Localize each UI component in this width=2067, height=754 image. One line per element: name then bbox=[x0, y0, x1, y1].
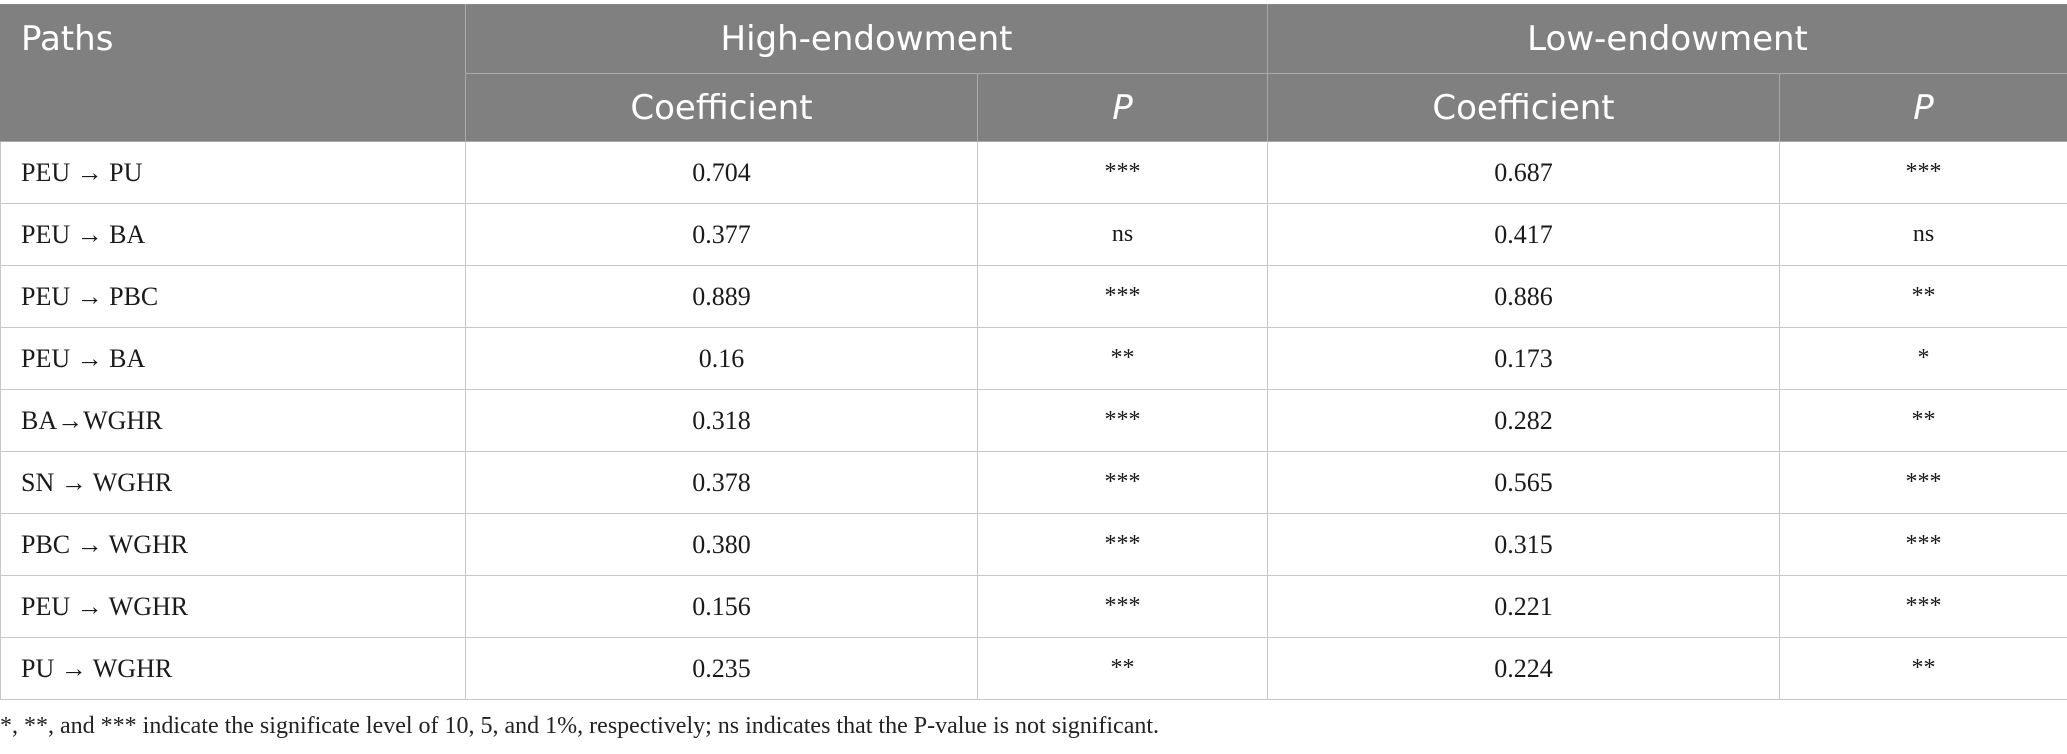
header-row-subcolumns: Coefficient P Coefficient P bbox=[1, 73, 2067, 142]
high-coefficient-cell: 0.156 bbox=[465, 575, 978, 638]
low-p-cell: *** bbox=[1779, 513, 2067, 576]
column-header-high-p: P bbox=[977, 73, 1268, 142]
high-coefficient-cell: 0.378 bbox=[465, 451, 978, 514]
path-cell: PEU → PU bbox=[0, 141, 466, 204]
table-row: PEU → WGHR 0.156 *** 0.221 *** bbox=[0, 575, 2067, 638]
high-p-cell: *** bbox=[977, 141, 1268, 204]
high-p-cell: ** bbox=[977, 637, 1268, 700]
column-header-low-p: P bbox=[1779, 73, 2067, 142]
column-group-high-endowment: High-endowment bbox=[465, 4, 1268, 74]
table-row: PEU → BA 0.377 ns 0.417 ns bbox=[0, 203, 2067, 266]
high-p-cell: *** bbox=[977, 389, 1268, 452]
high-p-cell: *** bbox=[977, 265, 1268, 328]
table-header: Paths High-endowment Low-endowment Coeff… bbox=[0, 4, 2067, 142]
table-row: PU → WGHR 0.235 ** 0.224 ** bbox=[0, 637, 2067, 700]
table-footnote: *, **, and *** indicate the significate … bbox=[0, 713, 1160, 739]
high-coefficient-cell: 0.889 bbox=[465, 265, 978, 328]
low-coefficient-cell: 0.565 bbox=[1267, 451, 1780, 514]
low-p-cell: *** bbox=[1779, 451, 2067, 514]
results-table-container: Paths High-endowment Low-endowment Coeff… bbox=[0, 4, 2067, 700]
low-coefficient-cell: 0.417 bbox=[1267, 203, 1780, 266]
results-table: Paths High-endowment Low-endowment Coeff… bbox=[0, 4, 2067, 700]
high-p-cell: *** bbox=[977, 451, 1268, 514]
low-p-cell: ** bbox=[1779, 389, 2067, 452]
column-group-low-endowment: Low-endowment bbox=[1267, 4, 2067, 74]
path-cell: SN → WGHR bbox=[0, 451, 466, 514]
table-row: PEU → PU 0.704 *** 0.687 *** bbox=[0, 141, 2067, 204]
path-cell: PEU → WGHR bbox=[0, 575, 466, 638]
path-cell: PEU → BA bbox=[0, 203, 466, 266]
low-coefficient-cell: 0.687 bbox=[1267, 141, 1780, 204]
column-header-low-coefficient: Coefficient bbox=[1267, 73, 1780, 142]
low-p-cell: ns bbox=[1779, 203, 2067, 266]
table-row: PEU → BA 0.16 ** 0.173 * bbox=[0, 327, 2067, 390]
table-row: PBC → WGHR 0.380 *** 0.315 *** bbox=[0, 513, 2067, 576]
low-coefficient-cell: 0.173 bbox=[1267, 327, 1780, 390]
path-cell: PBC → WGHR bbox=[0, 513, 466, 576]
high-coefficient-cell: 0.16 bbox=[465, 327, 978, 390]
high-coefficient-cell: 0.377 bbox=[465, 203, 978, 266]
high-coefficient-cell: 0.235 bbox=[465, 637, 978, 700]
column-header-paths: Paths bbox=[0, 4, 466, 142]
column-header-high-coefficient: Coefficient bbox=[465, 73, 978, 142]
low-p-cell: *** bbox=[1779, 141, 2067, 204]
low-coefficient-cell: 0.886 bbox=[1267, 265, 1780, 328]
low-p-cell: ** bbox=[1779, 265, 2067, 328]
low-p-cell: *** bbox=[1779, 575, 2067, 638]
high-p-cell: ns bbox=[977, 203, 1268, 266]
high-p-cell: *** bbox=[977, 513, 1268, 576]
low-p-cell: ** bbox=[1779, 637, 2067, 700]
low-coefficient-cell: 0.221 bbox=[1267, 575, 1780, 638]
low-coefficient-cell: 0.282 bbox=[1267, 389, 1780, 452]
low-coefficient-cell: 0.224 bbox=[1267, 637, 1780, 700]
table-row: BA→WGHR 0.318 *** 0.282 ** bbox=[0, 389, 2067, 452]
high-coefficient-cell: 0.318 bbox=[465, 389, 978, 452]
table-body: PEU → PU 0.704 *** 0.687 *** PEU → BA 0.… bbox=[0, 141, 2067, 700]
path-cell: PEU → PBC bbox=[0, 265, 466, 328]
table-row: PEU → PBC 0.889 *** 0.886 ** bbox=[0, 265, 2067, 328]
path-cell: PEU → BA bbox=[0, 327, 466, 390]
table-row: SN → WGHR 0.378 *** 0.565 *** bbox=[0, 451, 2067, 514]
high-p-cell: ** bbox=[977, 327, 1268, 390]
high-p-cell: *** bbox=[977, 575, 1268, 638]
path-cell: PU → WGHR bbox=[0, 637, 466, 700]
low-coefficient-cell: 0.315 bbox=[1267, 513, 1780, 576]
low-p-cell: * bbox=[1779, 327, 2067, 390]
high-coefficient-cell: 0.380 bbox=[465, 513, 978, 576]
header-row-groups: Paths High-endowment Low-endowment bbox=[0, 4, 2067, 142]
high-coefficient-cell: 0.704 bbox=[465, 141, 978, 204]
path-cell: BA→WGHR bbox=[0, 389, 466, 452]
